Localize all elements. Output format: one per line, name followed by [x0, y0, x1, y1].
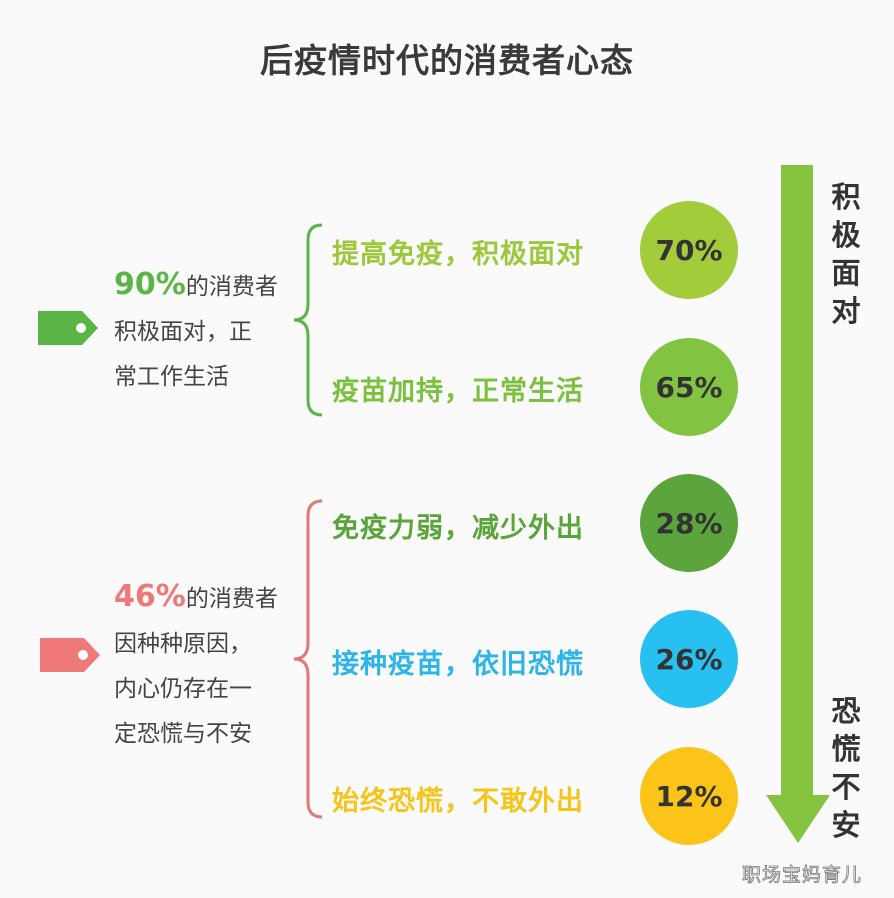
value-circle-weak-immunity: 28%: [640, 474, 738, 572]
tag-icon-positive: [38, 311, 98, 345]
watermark: 职场宝妈育儿: [742, 864, 863, 887]
item-label-always-anxious: 始终恐慌，不敢外出: [332, 786, 584, 817]
brace-positive: [293, 223, 323, 417]
value-circle-vaccine-normal-life: 65%: [640, 338, 738, 436]
value-circle-boost-immunity: 70%: [640, 201, 738, 299]
item-label-weak-immunity: 免疫力弱，减少外出: [332, 513, 584, 544]
value-circle-always-anxious: 12%: [640, 747, 738, 845]
value-circle-vaccinated-still-anxious: 26%: [640, 610, 738, 708]
page-title: 后疫情时代的消费者心态: [260, 41, 634, 80]
down-arrow-icon: [766, 165, 830, 843]
item-label-vaccine-normal-life: 疫苗加持，正常生活: [332, 376, 584, 407]
brace-anxious: [293, 499, 323, 819]
group-anxious-description: 46%的消费者 因种种原因， 内心仍存在一 定恐慌与不安: [114, 579, 278, 747]
item-label-boost-immunity: 提高免疫，积极面对: [332, 239, 584, 270]
scale-top-label: 积 极 面 对: [831, 180, 861, 328]
group-positive-percent: 90%: [114, 267, 186, 302]
group-positive-description: 90%的消费者 积极面对，正 常工作生活: [114, 267, 278, 390]
group-anxious-percent: 46%: [114, 579, 186, 614]
scale-bottom-label: 恐 慌 不 安: [831, 694, 861, 842]
tag-icon-anxious: [40, 638, 100, 672]
item-label-vaccinated-still-anxious: 接种疫苗，依旧恐慌: [332, 649, 584, 680]
